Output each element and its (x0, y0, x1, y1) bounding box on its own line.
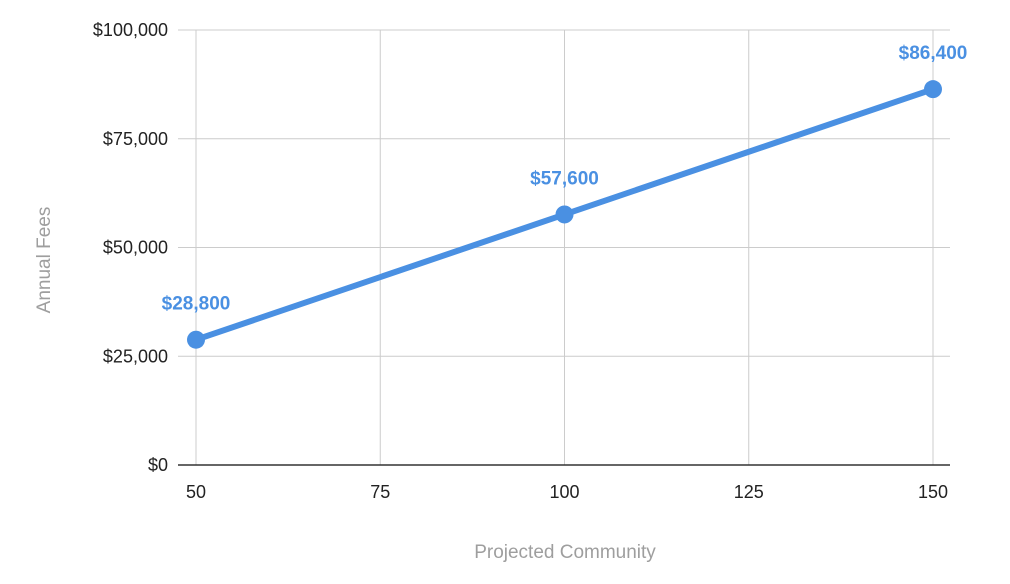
y-tick-label: $25,000 (103, 346, 168, 366)
y-tick-label: $50,000 (103, 238, 168, 258)
x-tick-label: 50 (186, 482, 206, 502)
y-tick-label: $75,000 (103, 129, 168, 149)
y-tick-label: $100,000 (93, 20, 168, 40)
series-annual-fees: $28,800 $57,600 $86,400 (162, 43, 968, 349)
y-axis-ticks: $0 $25,000 $50,000 $75,000 $100,000 (93, 20, 168, 475)
x-tick-label: 150 (918, 482, 948, 502)
data-label: $28,800 (162, 294, 231, 315)
x-axis-title: Projected Community (474, 542, 656, 563)
data-point (187, 330, 205, 349)
data-label: $57,600 (530, 168, 599, 189)
x-tick-label: 100 (549, 482, 579, 502)
x-tick-label: 75 (370, 482, 390, 502)
data-point (924, 80, 942, 99)
y-tick-label: $0 (148, 455, 168, 475)
x-tick-label: 125 (734, 482, 764, 502)
data-point (555, 205, 574, 224)
data-label: $86,400 (899, 43, 968, 64)
grid (178, 29, 950, 465)
x-axis-ticks: 50 75 100 125 150 (186, 482, 948, 502)
y-axis-title: Annual Fees (34, 207, 55, 314)
